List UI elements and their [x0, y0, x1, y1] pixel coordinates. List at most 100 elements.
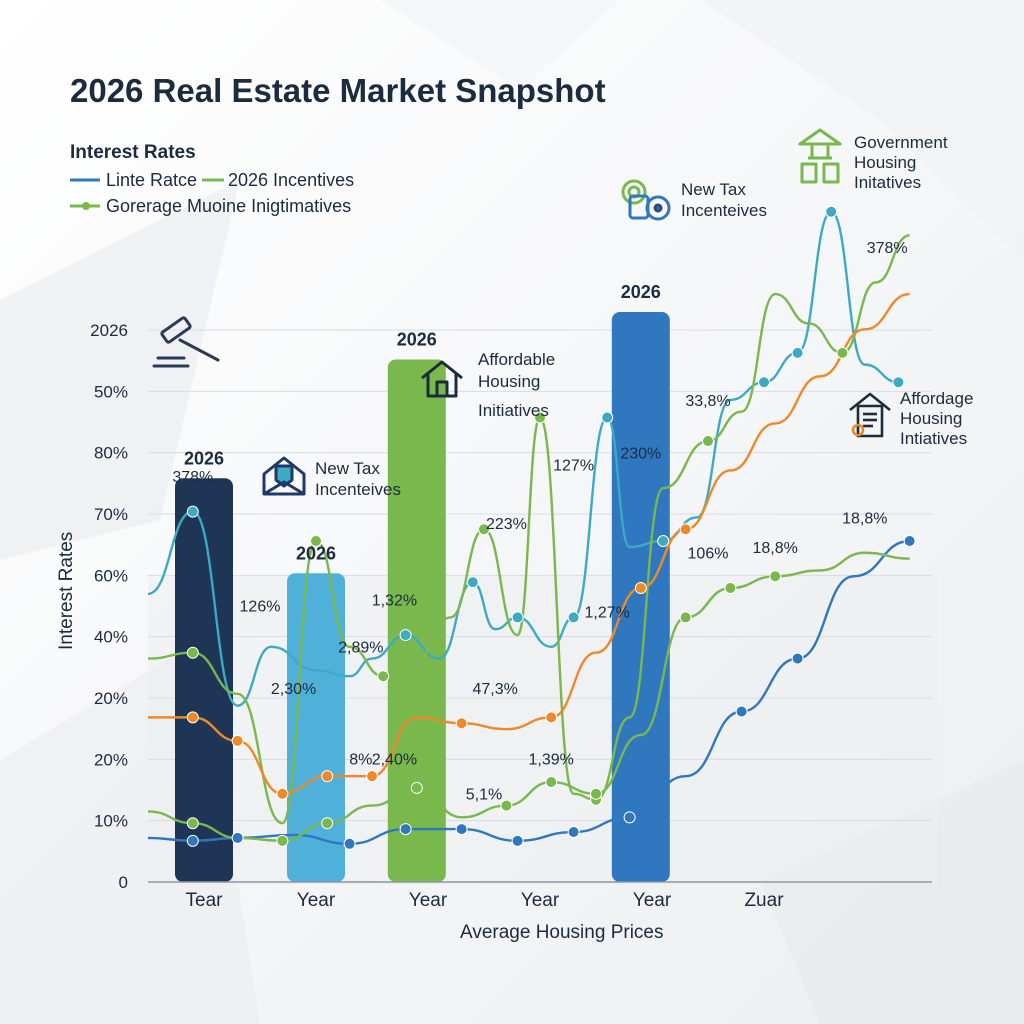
- series-0-point-14[interactable]: [903, 535, 916, 547]
- plot-shade: [148, 575, 938, 885]
- series-4-point-3[interactable]: [276, 787, 289, 800]
- data-label-8: 223%: [486, 516, 527, 533]
- coins-icon: [621, 179, 671, 221]
- data-label-2: 2,30%: [271, 681, 316, 698]
- bar-2[interactable]: [387, 359, 446, 883]
- series-1-point-1[interactable]: [186, 505, 199, 518]
- series-3-point-6[interactable]: [410, 781, 423, 794]
- x-tick-label-3: Year: [521, 890, 560, 911]
- legend-marker-gorerage: [82, 202, 90, 210]
- x-tick-label-1: Year: [297, 890, 336, 911]
- series-0-point-11[interactable]: [735, 705, 748, 718]
- annotation-affordage-line2: Housing: [900, 409, 962, 428]
- series-2-point-20[interactable]: [836, 346, 849, 359]
- y-tick-label-1: 10%: [94, 812, 128, 831]
- series-markers: [186, 205, 916, 850]
- series-1-point-19[interactable]: [758, 376, 770, 389]
- y-tick-label-8: 50%: [94, 382, 128, 401]
- series-3-point-12[interactable]: [679, 611, 692, 624]
- series-0-point-1[interactable]: [186, 834, 199, 847]
- y-tick-label-2: 20%: [94, 750, 128, 769]
- series-0-point-6[interactable]: [455, 823, 468, 836]
- series-3-point-13[interactable]: [724, 582, 737, 595]
- series-0-point-4[interactable]: [343, 837, 356, 850]
- series-2-point-9[interactable]: [478, 523, 490, 536]
- data-label-18: 378%: [867, 240, 908, 257]
- bar-3[interactable]: [611, 312, 670, 882]
- series-4-point-11[interactable]: [634, 582, 647, 595]
- series-3-point-8[interactable]: [500, 799, 513, 812]
- data-label-16: 18,8%: [753, 540, 798, 557]
- series-0-point-2[interactable]: [231, 831, 244, 844]
- data-label-6: 2,40%: [372, 751, 417, 768]
- annotation-affordage-line3: Intiatives: [900, 429, 967, 448]
- x-tick-label-0: Tear: [186, 890, 224, 911]
- legend-label-linte-ratce[interactable]: Linte Ratce: [106, 170, 197, 190]
- series-3-point-3[interactable]: [276, 834, 289, 847]
- series-4-point-1[interactable]: [186, 711, 199, 724]
- series-2-point-1[interactable]: [186, 646, 199, 659]
- data-label-11: 127%: [553, 457, 594, 474]
- series-3-point-10[interactable]: [590, 787, 602, 800]
- series-2-point-6[interactable]: [377, 670, 390, 683]
- series-3-point-1[interactable]: [186, 817, 199, 830]
- bar-label-3: 2026: [621, 282, 661, 302]
- series-4-point-7[interactable]: [455, 717, 468, 730]
- series-4-point-4[interactable]: [321, 770, 334, 783]
- data-label-0: 378%: [172, 469, 213, 486]
- y-tick-label-4: 40%: [94, 628, 128, 647]
- series-1-point-20[interactable]: [791, 346, 804, 359]
- annotation-affordable-1-line2: Housing: [478, 372, 540, 391]
- series-3-point-9[interactable]: [545, 776, 558, 789]
- y-tick-label-5: 60%: [94, 566, 128, 585]
- annotation-new-tax-2-line1: New Tax: [681, 180, 746, 199]
- series-0-point-8[interactable]: [567, 826, 580, 839]
- series-2-point-16[interactable]: [702, 435, 714, 448]
- data-label-5: 1,32%: [372, 593, 417, 610]
- annotation-new-tax-2-line2: Incenteives: [681, 201, 767, 220]
- series-4-point-12[interactable]: [679, 523, 692, 536]
- series-4-point-5[interactable]: [366, 770, 378, 783]
- y-tick-label-6: 70%: [94, 505, 128, 524]
- legend-label-gorerage[interactable]: Gorerage Muoine Inigtimatives: [106, 196, 351, 216]
- series-0-point-12[interactable]: [791, 652, 804, 665]
- series-2-point-11[interactable]: [534, 411, 546, 424]
- series-3-point-14[interactable]: [769, 570, 782, 583]
- series-3-point-4[interactable]: [321, 817, 334, 830]
- series-line-1[interactable]: [147, 210, 899, 707]
- series-4-point-2[interactable]: [231, 734, 244, 747]
- series-1-point-16[interactable]: [657, 535, 670, 547]
- series-1-point-14[interactable]: [601, 411, 614, 424]
- series-1-point-23[interactable]: [892, 376, 905, 389]
- data-label-3: 2,89%: [338, 640, 383, 657]
- annotation-affordage-line1: Affordage: [900, 389, 973, 408]
- series-1-point-11[interactable]: [511, 611, 524, 624]
- data-label-14: 33,8%: [685, 393, 730, 410]
- series-0-point-9[interactable]: [623, 811, 636, 824]
- series-2-point-4[interactable]: [310, 535, 322, 547]
- series-0-point-5[interactable]: [399, 823, 412, 836]
- series-0-point-7[interactable]: [511, 834, 524, 847]
- x-tick-label-2: Year: [409, 890, 448, 911]
- government-building-icon: [798, 128, 842, 184]
- series-1-point-13[interactable]: [567, 611, 580, 624]
- y-tick-label-9: 2026: [90, 321, 128, 340]
- y-tick-label-0: 0: [119, 873, 128, 892]
- series-1-point-21[interactable]: [825, 205, 838, 218]
- bar-0[interactable]: [175, 478, 233, 882]
- house-icon: [421, 360, 463, 398]
- series-1-point-9[interactable]: [466, 576, 479, 589]
- annotation-government-line2: Housing: [854, 153, 916, 172]
- data-label-9: 5,1%: [466, 787, 502, 804]
- legend-label-2026-incentives[interactable]: 2026 Incentives: [228, 170, 354, 190]
- bar-label-1: 2026: [296, 543, 336, 563]
- series-4-point-9[interactable]: [545, 711, 558, 724]
- annotation-government-line3: Initatives: [854, 173, 921, 192]
- series-1-point-7[interactable]: [399, 629, 412, 642]
- data-label-15: 106%: [688, 546, 729, 563]
- annotation-new-tax-1-line2: Incenteives: [315, 480, 401, 499]
- annotation-affordable-1-line3: Initiatives: [478, 401, 549, 420]
- annotation-government-line1: Government: [854, 133, 948, 152]
- bar-label-0: 2026: [184, 448, 224, 468]
